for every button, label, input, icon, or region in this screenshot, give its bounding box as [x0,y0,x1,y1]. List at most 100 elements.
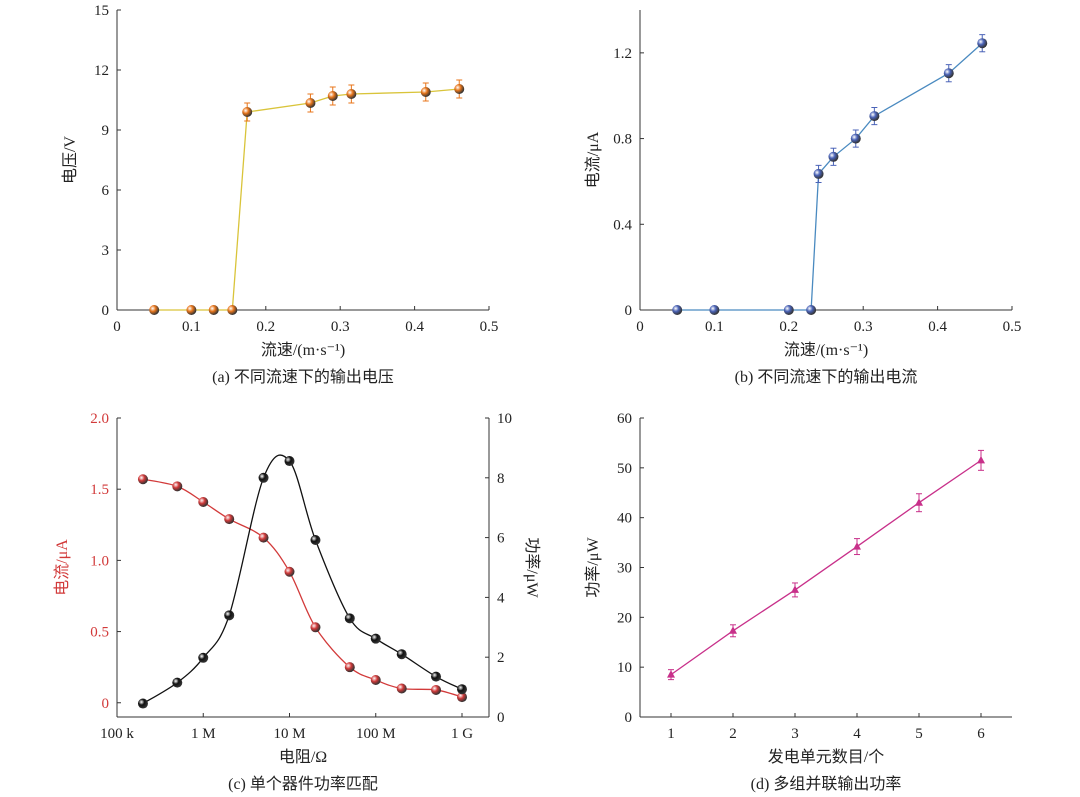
data-point-power [258,472,269,483]
chart-b: 0 0.1 0.2 0.3 0.4 0.5 0 0.4 0.8 1.2 流速/(m·s⁻¹) 电流/μ… [584,10,1021,386]
y-tick-label: 10 [617,660,632,676]
series-line-current [142,478,463,698]
data-point-current [431,684,442,695]
data-point [709,305,720,315]
data-point-current [344,662,355,673]
y-tick-label: 0 [625,710,633,726]
y-tick-label: 60 [617,411,632,427]
x-tick-label: 0.2 [256,319,275,335]
data-point [729,626,737,634]
y-tick-label: 0 [102,303,110,319]
y-tick-label-left: 0.5 [90,625,109,641]
x-tick-label: 4 [853,726,861,742]
data-point-power [396,649,407,660]
y-tick-label-left: 1.0 [90,553,109,569]
x-tick-label: 0.4 [405,319,424,335]
chart-caption: (b) 不同流速下的输出电流 [735,368,918,386]
data-point [346,89,357,99]
y-axis-label: 功率/μW [584,537,602,598]
y-tick-label: 6 [102,183,110,199]
data-point-power [172,677,183,688]
y-tick-label-right: 2 [497,650,505,666]
data-point-current [137,474,148,485]
data-point [828,151,839,162]
x-tick-label: 6 [977,726,985,742]
series-line-power [142,454,463,705]
data-point [813,168,824,179]
series-line [154,88,460,311]
y-axis-label-left: 电流/μA [53,539,71,596]
x-tick-label: 0.2 [779,319,798,335]
x-tick-label: 0.4 [928,319,947,335]
y-axis-label: 电流/μA [584,131,602,188]
data-point [227,305,238,315]
data-point [305,98,316,108]
x-tick-label: 3 [791,726,799,742]
data-point-current [224,514,235,525]
y-tick-label: 20 [617,610,632,626]
data-point [806,305,817,315]
data-point [420,87,431,97]
x-tick-label: 0.5 [1003,319,1022,335]
x-axis-label: 电阻/Ω [279,748,327,766]
x-tick-label: 0 [636,319,644,335]
x-axis-label: 流速/(m·s⁻¹) [261,341,345,359]
data-point-power [284,456,295,467]
data-point [915,498,923,506]
data-point-power [310,534,321,545]
x-tick-label: 2 [729,726,737,742]
chart-a: 0 0.1 0.2 0.3 0.4 0.5 0 3 6 9 12 15 流速/(m·s⁻¹) 电压/V (a… [61,3,498,386]
data-point-current [172,481,183,492]
series-line [677,42,983,311]
series-line [670,459,982,676]
y-tick-label: 3 [102,243,110,259]
data-point-power [370,633,381,644]
y-tick-label-right: 8 [497,471,505,487]
data-point [186,305,197,315]
y-axis-label-right: 功率/μW [523,537,541,598]
x-tick-label: 0.3 [331,319,350,335]
data-point [853,542,861,550]
x-tick-label: 5 [915,726,923,742]
y-tick-label: 1.2 [613,46,632,62]
x-tick-label: 1 G [451,726,473,742]
y-tick-label-right: 6 [497,531,505,547]
data-point-power [137,698,148,709]
x-axis-label: 发电单元数目/个 [768,748,884,766]
y-tick-label-left: 1.5 [90,482,109,498]
x-tick-label: 0.5 [480,319,499,335]
data-point-power [457,684,467,695]
y-tick-label-right: 0 [497,710,505,726]
y-tick-label: 12 [94,63,109,79]
x-tick-label: 0.1 [182,319,201,335]
data-point [208,305,219,315]
data-point [977,455,985,464]
x-tick-label: 1 [667,726,675,742]
x-axis-label: 流速/(m·s⁻¹) [784,341,868,359]
y-tick-label: 15 [94,3,109,19]
data-point-power [431,671,442,682]
x-tick-label: 100 k [100,726,134,742]
x-tick-label: 10 M [273,726,305,742]
chart-caption: (d) 多组并联输出功率 [751,775,902,793]
data-point [149,305,160,315]
data-point [783,305,794,315]
y-tick-label: 50 [617,461,632,477]
data-point [943,68,954,79]
x-tick-label: 1 M [191,726,216,742]
chart-caption: (a) 不同流速下的输出电压 [212,368,394,386]
y-tick-label: 40 [617,511,632,527]
data-point [327,91,338,101]
y-tick-label: 0 [625,303,633,319]
data-point [454,84,465,94]
x-tick-label: 0.1 [705,319,724,335]
data-point-current [310,622,321,633]
x-tick-label: 100 M [356,726,396,742]
y-tick-label: 9 [102,123,110,139]
data-point-current [370,674,381,685]
data-point [667,670,675,678]
chart-caption: (c) 单个器件功率匹配 [228,775,378,793]
y-axis-label: 电压/V [61,136,79,184]
